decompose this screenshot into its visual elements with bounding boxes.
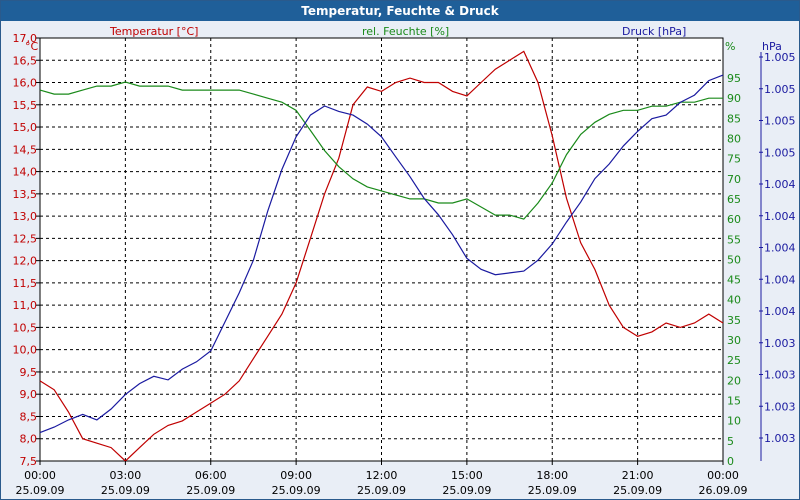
x-tick-time: 12:00 <box>366 469 398 482</box>
temperature-unit-label: °C <box>25 40 39 53</box>
humidity-tick-label: 5 <box>727 435 734 448</box>
temperature-ticks: 7,5 8,0 8,5 9,0 9,5 10,0 10,5 11,0 11,5 12,0 12,5 1… <box>13 32 40 468</box>
humidity-tick-label: 25 <box>727 354 741 367</box>
pressure-tick-label: 1.003 <box>764 369 796 382</box>
series-label-humidity: rel. Feuchte [%] <box>362 25 449 38</box>
temperature-tick-label: 10,5 <box>13 321 38 334</box>
pressure-tick-label: 1.003 <box>764 432 796 445</box>
pressure-tick-label: 1.004 <box>764 305 796 318</box>
pressure-ticks: 1.003 1.003 1.003 1.003 1.004 1.004 1.004 1.004… <box>759 51 796 461</box>
humidity-tick-label: 40 <box>727 294 741 307</box>
pressure-tick-label: 1.003 <box>764 400 796 413</box>
x-tick-date: 25.09.09 <box>357 484 406 497</box>
grid <box>40 38 723 461</box>
series-line-humidity <box>39 81 723 220</box>
temperature-tick-label: 9,5 <box>20 366 38 379</box>
pressure-tick-label: 1.005 <box>764 115 796 128</box>
series-label-pressure: Druck [hPa] <box>622 25 686 38</box>
temperature-tick-label: 15,5 <box>13 99 38 112</box>
pressure-tick-label: 1.005 <box>764 146 796 159</box>
humidity-tick-label: 30 <box>727 334 741 347</box>
temperature-tick-label: 14,5 <box>13 143 38 156</box>
temperature-tick-label: 11,0 <box>13 299 38 312</box>
humidity-tick-label: 60 <box>727 213 741 226</box>
temperature-tick-label: 17,0 <box>13 32 38 45</box>
temperature-tick-label: 9,0 <box>20 388 38 401</box>
pressure-tick-label: 1.005 <box>764 51 796 64</box>
temperature-tick-label: 11,5 <box>13 277 38 290</box>
temperature-tick-label: 10,0 <box>13 344 38 357</box>
x-tick-time: 00:00 <box>707 469 739 482</box>
pressure-tick-label: 1.005 <box>764 83 796 96</box>
series-lines <box>39 50 724 462</box>
pressure-tick-label: 1.003 <box>764 337 796 350</box>
humidity-tick-label: 0 <box>727 455 734 468</box>
temperature-tick-label: 16,0 <box>13 77 38 90</box>
pressure-tick-label: 1.004 <box>764 242 796 255</box>
temperature-tick-label: 16,5 <box>13 54 38 67</box>
x-tick-time: 15:00 <box>451 469 483 482</box>
pressure-tick-label: 1.004 <box>764 210 796 223</box>
humidity-tick-label: 10 <box>727 415 741 428</box>
humidity-tick-label: 90 <box>727 92 741 105</box>
series-line-pressure <box>39 74 724 434</box>
humidity-tick-label: 75 <box>727 153 741 166</box>
humidity-tick-label: 80 <box>727 132 741 145</box>
x-tick-date: 25.09.09 <box>186 484 235 497</box>
x-tick-time: 06:00 <box>195 469 227 482</box>
temperature-tick-label: 8,0 <box>20 433 38 446</box>
humidity-tick-label: 20 <box>727 374 741 387</box>
x-tick-time: 21:00 <box>622 469 654 482</box>
humidity-unit-label: % <box>725 40 735 53</box>
humidity-tick-label: 15 <box>727 395 741 408</box>
humidity-tick-label: 55 <box>727 233 741 246</box>
x-tick-date: 25.09.09 <box>442 484 491 497</box>
humidity-tick-label: 65 <box>727 193 741 206</box>
humidity-tick-label: 50 <box>727 253 741 266</box>
temperature-tick-label: 15,0 <box>13 121 38 134</box>
x-tick-time: 00:00 <box>24 469 56 482</box>
pressure-unit-label: hPa <box>762 40 782 53</box>
temperature-tick-label: 12,0 <box>13 255 38 268</box>
humidity-tick-label: 95 <box>727 72 741 85</box>
series-line-temperature <box>39 50 724 462</box>
x-tick-time: 03:00 <box>110 469 142 482</box>
humidity-tick-label: 35 <box>727 314 741 327</box>
humidity-tick-label: 70 <box>727 173 741 186</box>
x-tick-time: 09:00 <box>280 469 312 482</box>
humidity-ticks: 0 5 10 15 20 25 30 35 40 45 50 55 60 65 70 75 80 85 90 95 <box>727 72 741 468</box>
humidity-tick-label: 85 <box>727 112 741 125</box>
pressure-tick-label: 1.004 <box>764 178 796 191</box>
x-tick-date: 25.09.09 <box>101 484 150 497</box>
chart-title: Temperatur, Feuchte & Druck <box>1 1 799 21</box>
temperature-tick-label: 13,0 <box>13 210 38 223</box>
x-tick-date: 25.09.09 <box>528 484 577 497</box>
series-label-temperature: Temperatur [°C] <box>109 25 198 38</box>
temperature-tick-label: 13,5 <box>13 188 38 201</box>
x-tick-date: 26.09.09 <box>699 484 748 497</box>
temperature-tick-label: 14,0 <box>13 166 38 179</box>
pressure-tick-label: 1.004 <box>764 273 796 286</box>
temperature-tick-label: 12,5 <box>13 232 38 245</box>
x-tick-time: 18:00 <box>536 469 568 482</box>
x-axis-ticks: 00:00 25.09.09 03:00 25.09.09 06:00 25.09.09 0… <box>16 461 748 497</box>
x-tick-date: 25.09.09 <box>16 484 65 497</box>
temperature-tick-label: 7,5 <box>20 455 38 468</box>
temperature-tick-label: 8,5 <box>20 410 38 423</box>
x-tick-date: 25.09.09 <box>272 484 321 497</box>
x-tick-date: 25.09.09 <box>613 484 662 497</box>
humidity-tick-label: 45 <box>727 274 741 287</box>
